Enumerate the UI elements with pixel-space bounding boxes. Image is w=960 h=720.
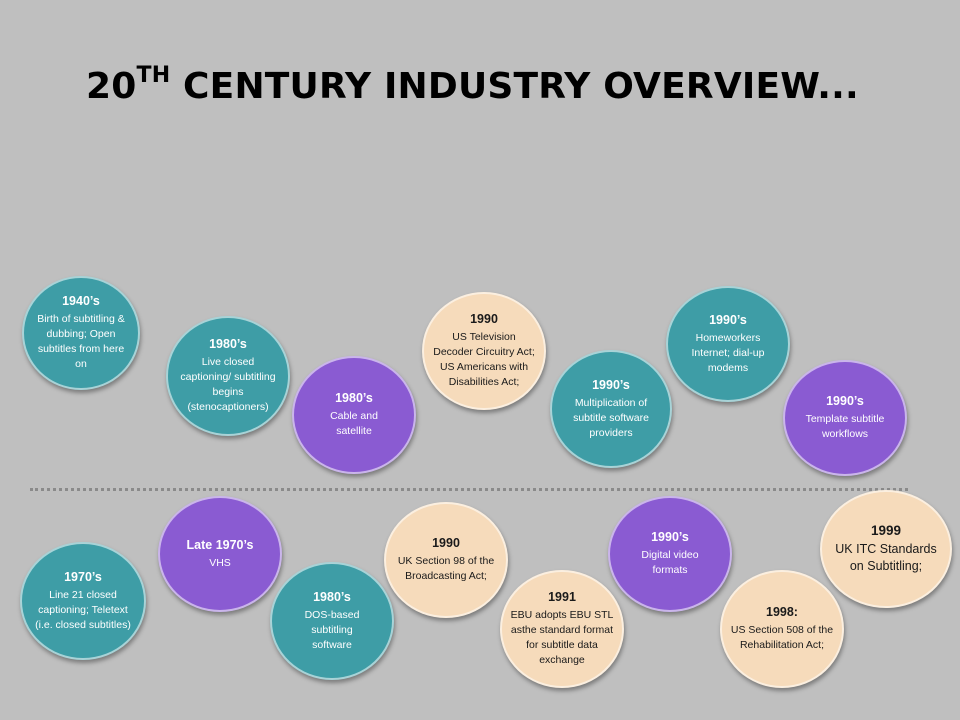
milestone-1990s-software-providers: 1990’s Multiplication of subtitle softwa… [550,350,672,468]
milestone-text: Multiplication of subtitle software prov… [573,396,649,439]
milestone-year: 1990’s [826,394,864,408]
milestone-year: 1999 [870,523,902,538]
milestone-text: Birth of subtitling & dubbing; Open subt… [37,313,125,370]
milestone-1970s-line21-teletext: 1970’s Line 21 closed captioning; Telete… [20,542,146,660]
title-superscript: TH [136,63,171,88]
milestone-1999-uk-itc-standards: 1999 UK ITC Standards on Subtitling; [820,490,952,608]
title-rest: CENTURY INDUSTRY OVERVIEW... [170,66,859,107]
milestone-year: 1990 [432,536,460,550]
milestone-text: Digital video formats [641,549,699,576]
milestone-year: 1990 [470,312,498,326]
milestone-year: 1998: [766,605,798,619]
milestone-late-1970s-vhs: Late 1970’s VHS [158,496,282,612]
milestone-year: 1940’s [62,294,100,308]
milestone-1980s-cable-satellite: 1980’s Cable and satellite [292,356,416,474]
title-main: 20 [86,66,137,107]
milestone-text: VHS [209,556,231,569]
milestone-text: UK Section 98 of the Broadcasting Act; [397,555,495,582]
milestone-1990s-homeworkers: 1990’s Homeworkers Internet; dial-up mod… [666,286,790,402]
milestone-1980s-dos-software: 1980’s DOS-based subtitling software [270,562,394,680]
milestone-year: Late 1970’s [186,537,254,552]
milestone-year: 1980’s [335,391,373,405]
milestone-text: US Television Decoder Circuitry Act; US … [433,331,535,388]
milestone-1991-ebu-stl: 1991 EBU adopts EBU STL asthe standard f… [500,570,624,688]
milestone-text: Template subtitle workflows [805,413,885,440]
milestone-1990-us-acts: 1990 US Television Decoder Circuitry Act… [422,292,546,410]
milestone-year: 1991 [548,590,576,604]
milestone-1990s-digital-video: 1990’s Digital video formats [608,496,732,612]
milestone-text: UK ITC Standards on Subtitling; [835,542,937,573]
milestone-text: EBU adopts EBU STL asthe standard format… [510,609,614,666]
milestone-year: 1980’s [313,589,351,604]
milestone-year: 1970’s [64,569,102,584]
slide-title: 20TH CENTURY INDUSTRY OVERVIEW... [86,63,859,107]
milestone-year: 1990’s [651,530,689,544]
milestone-1940s-subtitling: 1940’s Birth of subtitling & dubbing; Op… [22,276,140,390]
milestone-year: 1990’s [709,312,747,327]
timeline-divider [30,488,908,491]
milestone-year: 1990’s [592,377,630,392]
milestone-text: US Section 508 of the Rehabilitation Act… [730,624,834,651]
milestone-text: Cable and satellite [330,410,378,437]
milestone-text: Line 21 closed captioning; Teletext (i.e… [35,588,131,631]
milestone-text: DOS-based subtitling software [304,608,360,651]
milestone-text: Homeworkers Internet; dial-up modems [691,331,765,374]
milestone-1990s-template-workflows: 1990’s Template subtitle workflows [783,360,907,476]
milestone-1990-uk-broadcasting-act: 1990 UK Section 98 of the Broadcasting A… [384,502,508,618]
milestone-text: Live closed captioning/ subtitling begin… [180,356,276,413]
milestone-1980s-live-captioning: 1980’s Live closed captioning/ subtitlin… [166,316,290,436]
milestone-1998-us-section-508: 1998: US Section 508 of the Rehabilitati… [720,570,844,688]
milestone-year: 1980’s [209,337,247,351]
